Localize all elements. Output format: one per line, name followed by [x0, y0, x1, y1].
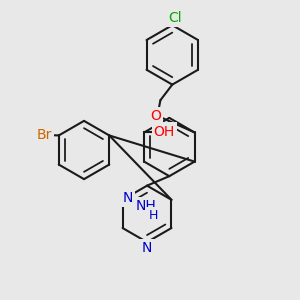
Text: N: N — [141, 241, 152, 255]
Text: OH: OH — [154, 124, 175, 139]
Text: NH: NH — [136, 199, 157, 213]
Text: N: N — [123, 191, 133, 205]
Text: Cl: Cl — [169, 11, 182, 25]
Text: O: O — [151, 109, 161, 123]
Text: Br: Br — [37, 128, 52, 142]
Text: H: H — [148, 209, 158, 222]
